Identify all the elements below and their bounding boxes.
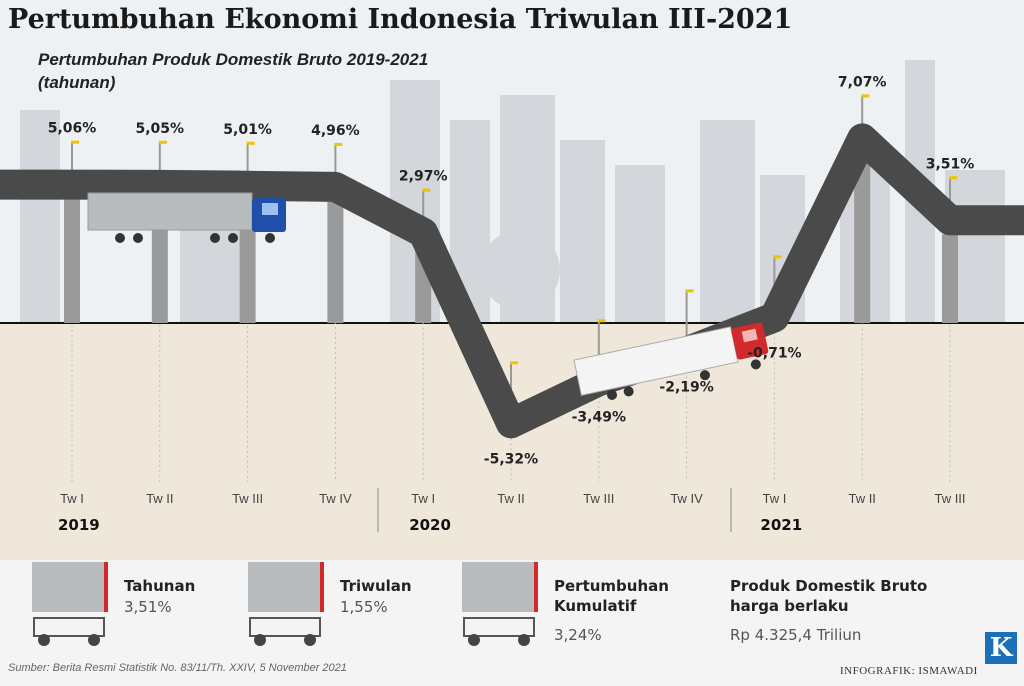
value-label: 5,05% [136,121,185,137]
value-label: 7,07% [838,74,887,90]
truck-rear-icon [248,562,324,646]
x-tick-label: Tw IV [670,491,703,506]
value-label: 5,06% [48,121,97,137]
x-tick-label: Tw III [232,491,263,506]
value-label: 5,01% [223,122,272,138]
chart-subtitle: Pertumbuhan Produk Domestik Bruto 2019-2… [38,48,428,94]
marker-light [685,289,694,293]
red-truck-icon [573,322,769,400]
negative-zone [0,323,1024,560]
legend-value: 3,24% [554,626,602,644]
marker-light [861,94,870,98]
road-pillar [854,152,871,323]
x-tick-label: Tw II [497,491,524,506]
road-pillar [239,199,256,323]
subtitle-line-1: Pertumbuhan Produk Domestik Bruto 2019-2… [38,50,429,69]
x-tick-label: Tw I [411,491,435,506]
value-labels: 5,06% 5,05% 5,01% 4,96% 2,97% -5,32% -3,49% -2,… [48,74,975,467]
year-label: 2021 [760,516,802,534]
x-tick-label: Tw II [848,491,875,506]
road-pillar [942,234,958,323]
road-pillar [327,200,344,323]
x-tick-label: Tw III [583,491,614,506]
legend-label: Produk Domestik Bruto harga berlaku [730,576,927,616]
value-label: -2,19% [659,379,713,395]
legend-item-triwulan: Triwulan 1,55% [246,560,412,654]
legend-label-line-2: harga berlaku [730,597,849,615]
legend-label: Tahunan [124,577,196,595]
blue-truck-icon [87,192,286,243]
road-pillar [64,198,80,323]
tick-guides [71,94,957,482]
x-tick-label: Tw I [762,491,786,506]
marker-light [158,140,167,144]
value-label: 3,51% [926,156,975,172]
legend-item-kumulatif: Pertumbuhan Kumulatif 3,24% [460,560,669,654]
x-tick-labels: Tw I Tw II Tw III Tw IV Tw I Tw II Tw III Tw IV… [60,491,965,506]
legend-item-tahunan: Tahunan 3,51% [30,560,195,654]
kompas-logo-icon: K [985,632,1017,664]
page-title: Pertumbuhan Ekonomi Indonesia Triwulan I… [8,4,793,35]
legend-label-line-2: Kumulatif [554,597,637,615]
truck-rear-icon [462,562,538,646]
year-label: 2019 [58,516,100,534]
legend-label-line-1: Produk Domestik Bruto [730,577,928,595]
truck-rear-icon [32,562,108,646]
marker-light [71,140,79,144]
marker-light [597,319,606,323]
marker-light [334,142,343,146]
source-note: Sumber: Berita Resmi Statistik No. 83/11… [8,662,347,674]
marker-light [773,255,782,259]
subtitle-line-2: (tahunan) [38,73,116,92]
legend-label: Triwulan [340,577,412,595]
value-label: -0,71% [747,345,801,361]
value-label: -3,49% [572,409,626,425]
marker-light [510,361,518,365]
marker-light [422,188,431,192]
year-label: 2020 [409,516,451,534]
legend-value: Rp 4.325,4 Triliun [730,626,862,644]
legend-value: 3,51% [124,598,172,616]
road-line [0,123,1024,439]
value-label: -5,32% [484,451,538,467]
legend-label-line-1: Pertumbuhan [554,577,669,595]
x-tick-label: Tw I [60,491,84,506]
marker-light [949,176,957,180]
legend-value: 1,55% [340,598,388,616]
chart: 5,06% 5,05% 5,01% 4,96% 2,97% -5,32% -3,49% -2,… [0,60,1024,560]
credit: INFOGRAFIK: ISMAWADI [840,665,978,677]
x-tick-label: Tw IV [319,491,352,506]
x-tick-label: Tw III [934,491,965,506]
marker-light [246,141,255,145]
year-labels: 2019 2020 2021 [58,516,802,534]
value-label: 4,96% [311,123,360,139]
x-tick-label: Tw II [146,491,173,506]
value-label: 2,97% [399,169,448,185]
legend-label: Pertumbuhan Kumulatif [554,576,669,616]
